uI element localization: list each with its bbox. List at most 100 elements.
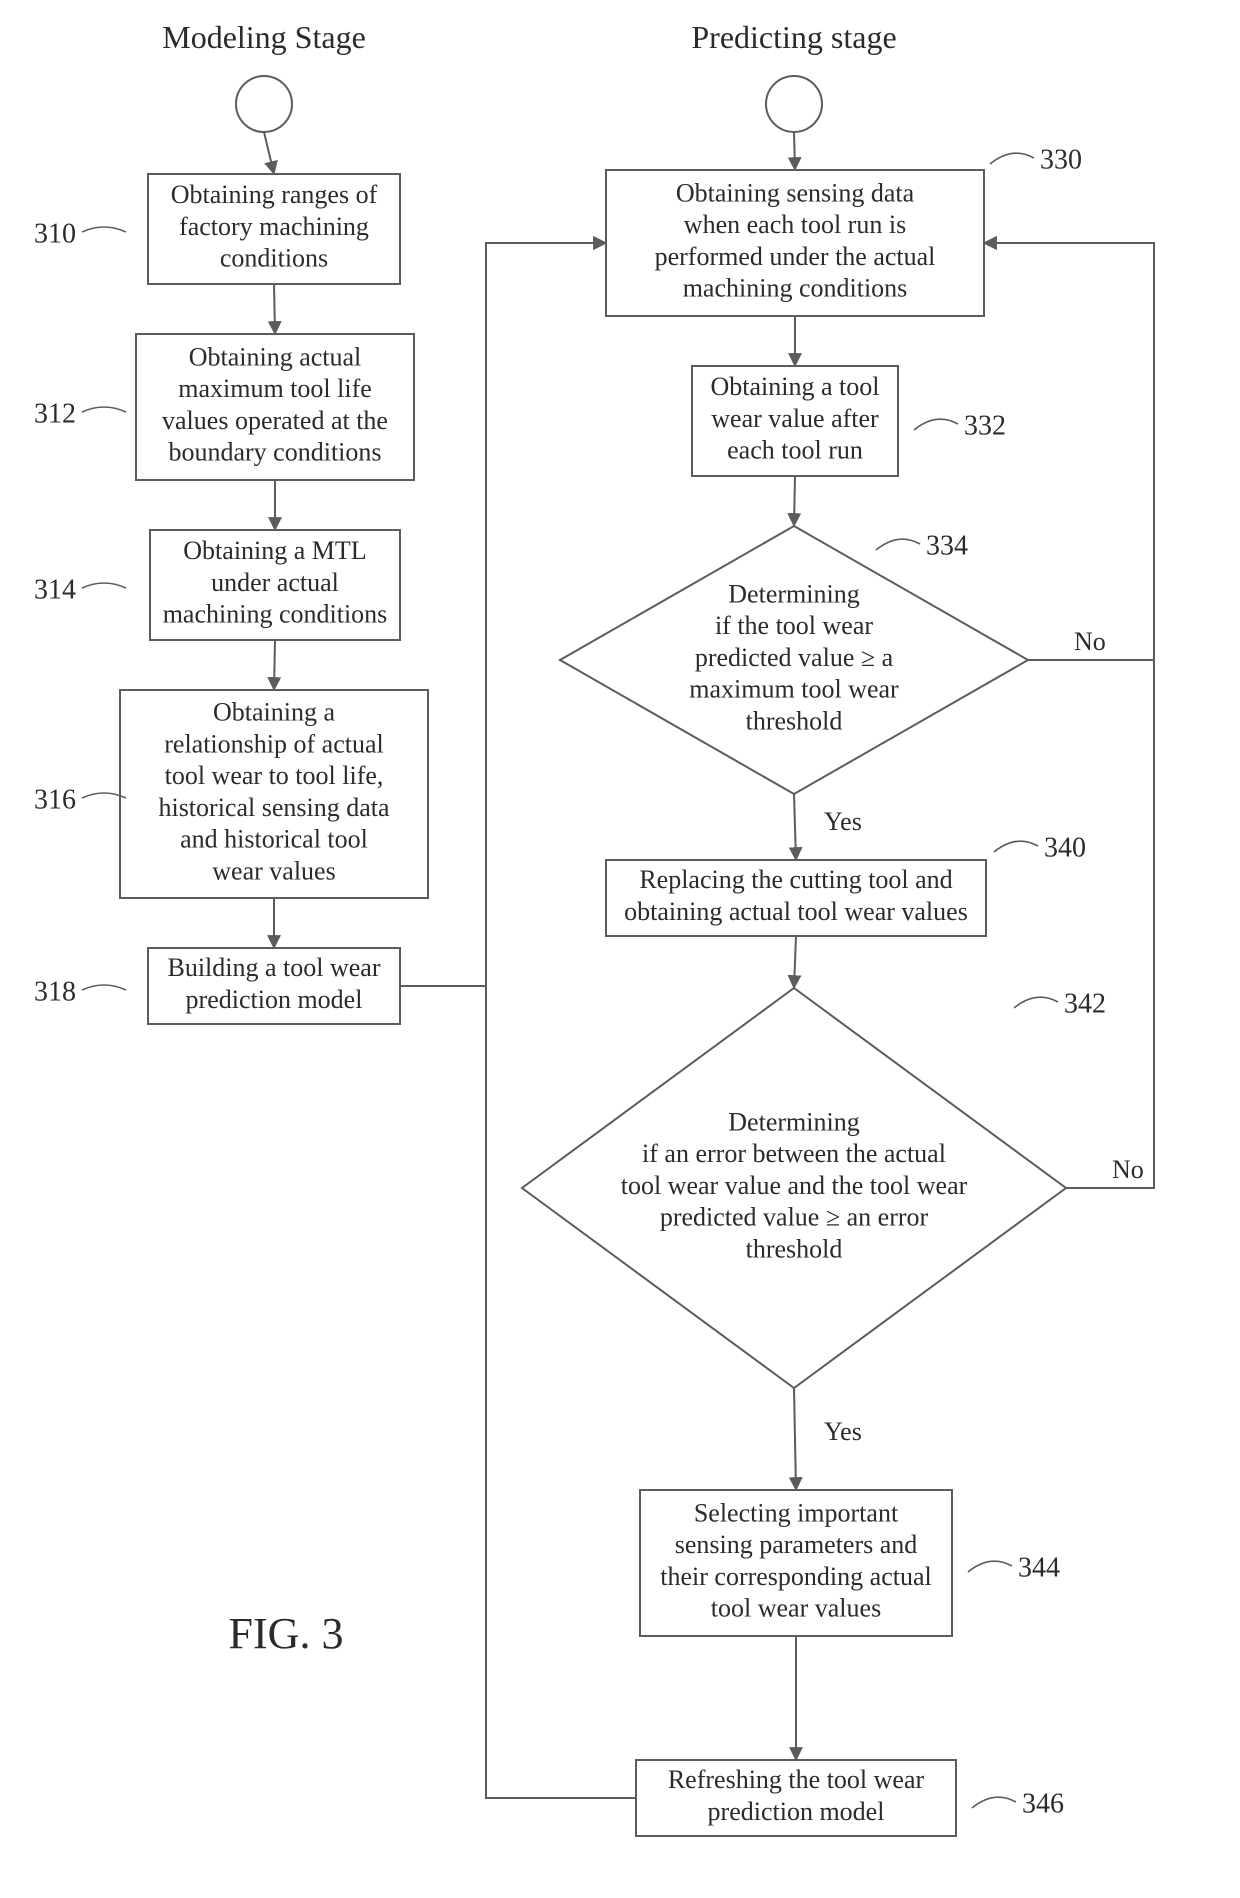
process-b318: Building a tool wear prediction model <box>148 948 400 1024</box>
edge-e_p_start <box>794 132 795 170</box>
ref-316: 316 <box>34 784 126 815</box>
edge-e_m_start <box>264 132 274 174</box>
edge-e_310_312 <box>274 284 275 334</box>
process-b332-line: Obtaining a tool <box>711 372 880 401</box>
process-b316: Obtaining arelationship of actual tool we… <box>120 690 428 898</box>
edge-e_318_330 <box>400 243 606 986</box>
predicting-stage-title: Predicting stage <box>691 19 896 55</box>
svg-text:332: 332 <box>964 410 1006 441</box>
process-b318-line: Building a tool wear <box>167 953 380 982</box>
process-b346-line: Refreshing the tool wear <box>668 1765 925 1794</box>
process-b344: Selecting important sensing parameters an… <box>640 1490 952 1636</box>
ref-342: 342 <box>1014 988 1106 1019</box>
decision-d334-line: Determining <box>728 580 859 609</box>
decision-d342-line: tool wear value and the tool wear <box>621 1171 968 1200</box>
process-b340-line: Replacing the cutting tool and <box>639 865 952 894</box>
process-b346: Refreshing the tool wear prediction model <box>636 1760 956 1836</box>
process-b346-line: prediction model <box>708 1797 885 1826</box>
process-b330-line: machining conditions <box>683 274 908 303</box>
start-node-modeling <box>236 76 292 132</box>
svg-text:316: 316 <box>34 784 76 815</box>
ref-340: 340 <box>994 832 1086 863</box>
figure-label: FIG. 3 <box>229 1609 344 1658</box>
process-b310: Obtaining ranges of factory machining cond… <box>148 174 400 284</box>
decision-d334-line: threshold <box>746 706 843 735</box>
edge-e_314_316 <box>274 640 275 690</box>
decision-d342-line: Determining <box>728 1108 859 1137</box>
edge-e_334_no <box>984 243 1154 660</box>
ref-334: 334 <box>876 530 968 561</box>
edge-label-e_342_no: No <box>1112 1155 1144 1184</box>
process-b332-line: wear value after <box>711 404 879 433</box>
process-b316-line: tool wear to tool life, <box>165 761 384 790</box>
process-b314: Obtaining a MTL under actual machining con… <box>150 530 400 640</box>
process-b316-line: wear values <box>212 856 335 885</box>
modeling-stage-title: Modeling Stage <box>162 19 366 55</box>
ref-310: 310 <box>34 218 126 249</box>
edge-e_342_344 <box>794 1388 796 1490</box>
edge-e_332_334 <box>794 476 795 526</box>
decision-d334: Determiningif the tool wear predicted val… <box>560 526 1028 794</box>
process-b340-line: obtaining actual tool wear values <box>624 897 968 926</box>
ref-346: 346 <box>972 1788 1064 1819</box>
decision-d334-line: maximum tool wear <box>689 675 899 704</box>
process-b344-line: their corresponding actual <box>660 1562 931 1591</box>
decision-d342: Determiningif an error between the actua… <box>522 988 1066 1388</box>
process-b314-line: Obtaining a MTL <box>183 536 366 565</box>
svg-text:334: 334 <box>926 530 968 561</box>
svg-text:344: 344 <box>1018 1552 1060 1583</box>
edge-e_340_342 <box>794 936 796 988</box>
svg-text:330: 330 <box>1040 144 1082 175</box>
edge-e_334_340 <box>794 794 796 860</box>
ref-314: 314 <box>34 574 126 605</box>
svg-text:314: 314 <box>34 574 76 605</box>
process-b316-line: historical sensing data <box>158 793 390 822</box>
process-b310-line: factory machining <box>179 212 369 241</box>
edge-e_342_no <box>984 243 1154 1188</box>
process-b330-line: Obtaining sensing data <box>676 178 915 207</box>
process-b344-line: Selecting important <box>694 1498 899 1527</box>
process-b312: Obtaining actual maximum tool life values … <box>136 334 414 480</box>
process-b312-line: Obtaining actual <box>189 342 362 371</box>
ref-318: 318 <box>34 976 126 1007</box>
edge-label-e_342_344: Yes <box>824 1417 862 1446</box>
svg-text:318: 318 <box>34 976 76 1007</box>
process-b312-line: maximum tool life <box>178 374 372 403</box>
svg-text:310: 310 <box>34 218 76 249</box>
svg-text:340: 340 <box>1044 832 1086 863</box>
process-b316-line: Obtaining a <box>213 698 335 727</box>
ref-344: 344 <box>968 1552 1060 1583</box>
process-b316-line: relationship of actual <box>164 729 383 758</box>
decision-d334-line: if the tool wear <box>715 611 873 640</box>
ref-330: 330 <box>990 144 1082 175</box>
process-b314-line: machining conditions <box>163 600 388 629</box>
decision-d342-line: threshold <box>746 1234 843 1263</box>
process-b314-line: under actual <box>211 568 339 597</box>
edge-label-e_334_no: No <box>1074 627 1106 656</box>
process-b330-line: when each tool run is <box>684 210 906 239</box>
process-b330-line: performed under the actual <box>655 242 936 271</box>
edge-e_346_330 <box>486 243 636 1798</box>
process-b344-line: tool wear values <box>711 1594 881 1623</box>
process-b330: Obtaining sensing data when each tool run… <box>606 170 984 316</box>
flowchart-figure-3: Modeling Stage Predicting stage Obtaining … <box>0 0 1240 1898</box>
ref-332: 332 <box>914 410 1006 441</box>
edge-label-e_334_340: Yes <box>824 807 862 836</box>
process-b316-line: and historical tool <box>180 825 368 854</box>
process-b332-line: each tool run <box>727 436 863 465</box>
svg-text:312: 312 <box>34 398 76 429</box>
process-b332: Obtaining a tool wear value after each too… <box>692 366 898 476</box>
process-b344-line: sensing parameters and <box>675 1530 918 1559</box>
decision-d334-line: predicted value ≥ a <box>695 643 894 672</box>
svg-text:342: 342 <box>1064 988 1106 1019</box>
process-b318-line: prediction model <box>186 985 363 1014</box>
ref-312: 312 <box>34 398 126 429</box>
decision-d342-line: predicted value ≥ an error <box>660 1203 929 1232</box>
decision-d342-line: if an error between the actual <box>642 1139 946 1168</box>
svg-text:346: 346 <box>1022 1788 1064 1819</box>
start-node-predicting <box>766 76 822 132</box>
process-b340: Replacing the cutting tool and obtaining … <box>606 860 986 936</box>
process-b310-line: conditions <box>220 244 328 273</box>
process-b312-line: values operated at the <box>162 406 388 435</box>
process-b310-line: Obtaining ranges of <box>171 180 378 209</box>
